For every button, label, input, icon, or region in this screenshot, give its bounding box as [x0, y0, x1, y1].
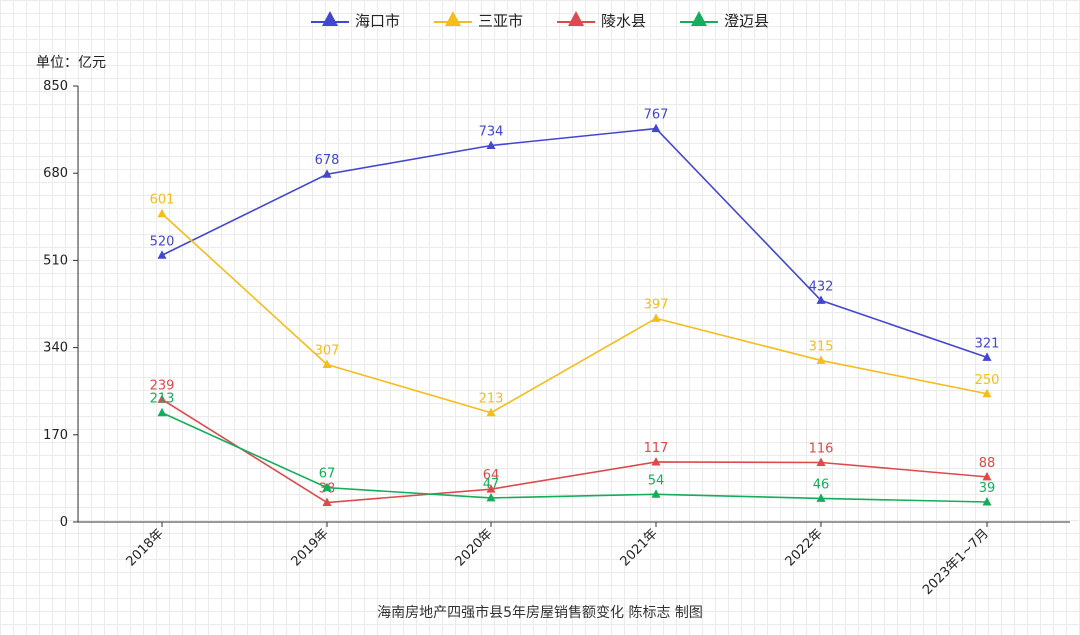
y-tick-label: 0 [60, 515, 68, 530]
data-point-marker [157, 208, 167, 218]
data-point-marker [982, 471, 992, 481]
data-label: 116 [809, 441, 834, 456]
legend-swatch [433, 10, 472, 30]
data-label: 88 [979, 456, 996, 471]
data-label: 67 [319, 467, 336, 482]
data-label: 678 [315, 153, 340, 168]
y-tick-label: 510 [43, 253, 68, 268]
triangle-marker-icon [691, 11, 708, 26]
data-label: 54 [648, 473, 665, 488]
data-point-marker [322, 359, 332, 369]
x-tick-label: 2020年 [453, 526, 496, 569]
data-label: 250 [975, 373, 1000, 388]
data-point-marker [651, 123, 661, 133]
data-label: 47 [483, 477, 500, 492]
data-point-marker [816, 493, 826, 502]
data-label: 432 [809, 279, 834, 294]
y-tick-label: 340 [43, 341, 68, 356]
data-label: 321 [975, 336, 1000, 351]
data-point-marker [486, 484, 496, 493]
data-point-marker [982, 388, 992, 398]
data-point-marker [157, 407, 167, 417]
data-point-marker [651, 313, 661, 322]
series-line [161, 398, 988, 504]
legend-swatch [310, 10, 349, 30]
data-point-marker [651, 489, 661, 498]
legend-item: 三亚市 [433, 10, 523, 31]
triangle-marker-icon [568, 11, 584, 26]
x-tick-label: 2021年 [618, 526, 661, 569]
data-point-marker [322, 497, 332, 507]
triangle-marker-icon [321, 11, 338, 26]
data-label: 64 [483, 468, 500, 483]
chart-legend: 海口市 三亚市 陵水县 澄迈县 [0, 6, 1080, 34]
data-point-marker [651, 456, 661, 466]
data-point-marker [982, 496, 992, 506]
x-tick-label: 2022年 [783, 526, 826, 569]
data-label: 601 [150, 193, 175, 208]
data-point-marker [486, 492, 496, 502]
y-tick-label: 170 [43, 428, 68, 443]
x-tick-label: 2023年1~7月 [920, 526, 992, 598]
data-point-marker [486, 140, 496, 150]
data-point-marker [157, 250, 167, 259]
data-label: 734 [479, 125, 504, 140]
legend-label: 三亚市 [477, 11, 523, 30]
data-label: 213 [150, 392, 175, 407]
data-point-marker [816, 355, 826, 364]
data-label: 46 [813, 477, 830, 492]
data-label: 117 [644, 441, 669, 456]
x-tick-label: 2019年 [289, 526, 332, 569]
series-line [161, 213, 988, 414]
data-label: 39 [979, 481, 996, 496]
data-point-marker [816, 457, 826, 466]
data-point-marker [982, 352, 992, 361]
y-tick-label: 850 [43, 79, 68, 94]
data-label: 767 [644, 108, 669, 123]
y-tick-label: 680 [43, 166, 68, 181]
data-point-marker [157, 394, 167, 403]
series-line [161, 412, 988, 503]
chart-caption: 海南房地产四强市县5年房屋销售额变化 陈标志 制图 [377, 605, 703, 621]
legend-item: 海口市 [310, 10, 400, 31]
data-point-marker [816, 295, 826, 304]
data-label: 307 [315, 344, 340, 359]
legend-item: 澄迈县 [680, 10, 769, 31]
data-label: 397 [644, 297, 669, 312]
data-label: 213 [479, 392, 504, 407]
data-label: 520 [150, 234, 175, 249]
triangle-marker-icon [444, 11, 461, 26]
data-point-marker [322, 482, 332, 492]
legend-label: 澄迈县 [724, 11, 770, 30]
legend-swatch [680, 10, 719, 30]
legend-item: 陵水县 [557, 10, 646, 31]
data-point-marker [322, 169, 332, 178]
legend-label: 海口市 [354, 11, 400, 30]
legend-label: 陵水县 [601, 11, 647, 30]
series-line [161, 127, 988, 359]
data-point-marker [486, 407, 496, 417]
y-axis-unit-label: 单位：亿元 [36, 55, 106, 71]
legend-swatch [557, 10, 595, 30]
x-tick-label: 2018年 [124, 526, 167, 569]
data-label: 239 [150, 378, 175, 393]
data-label: 315 [809, 339, 834, 354]
